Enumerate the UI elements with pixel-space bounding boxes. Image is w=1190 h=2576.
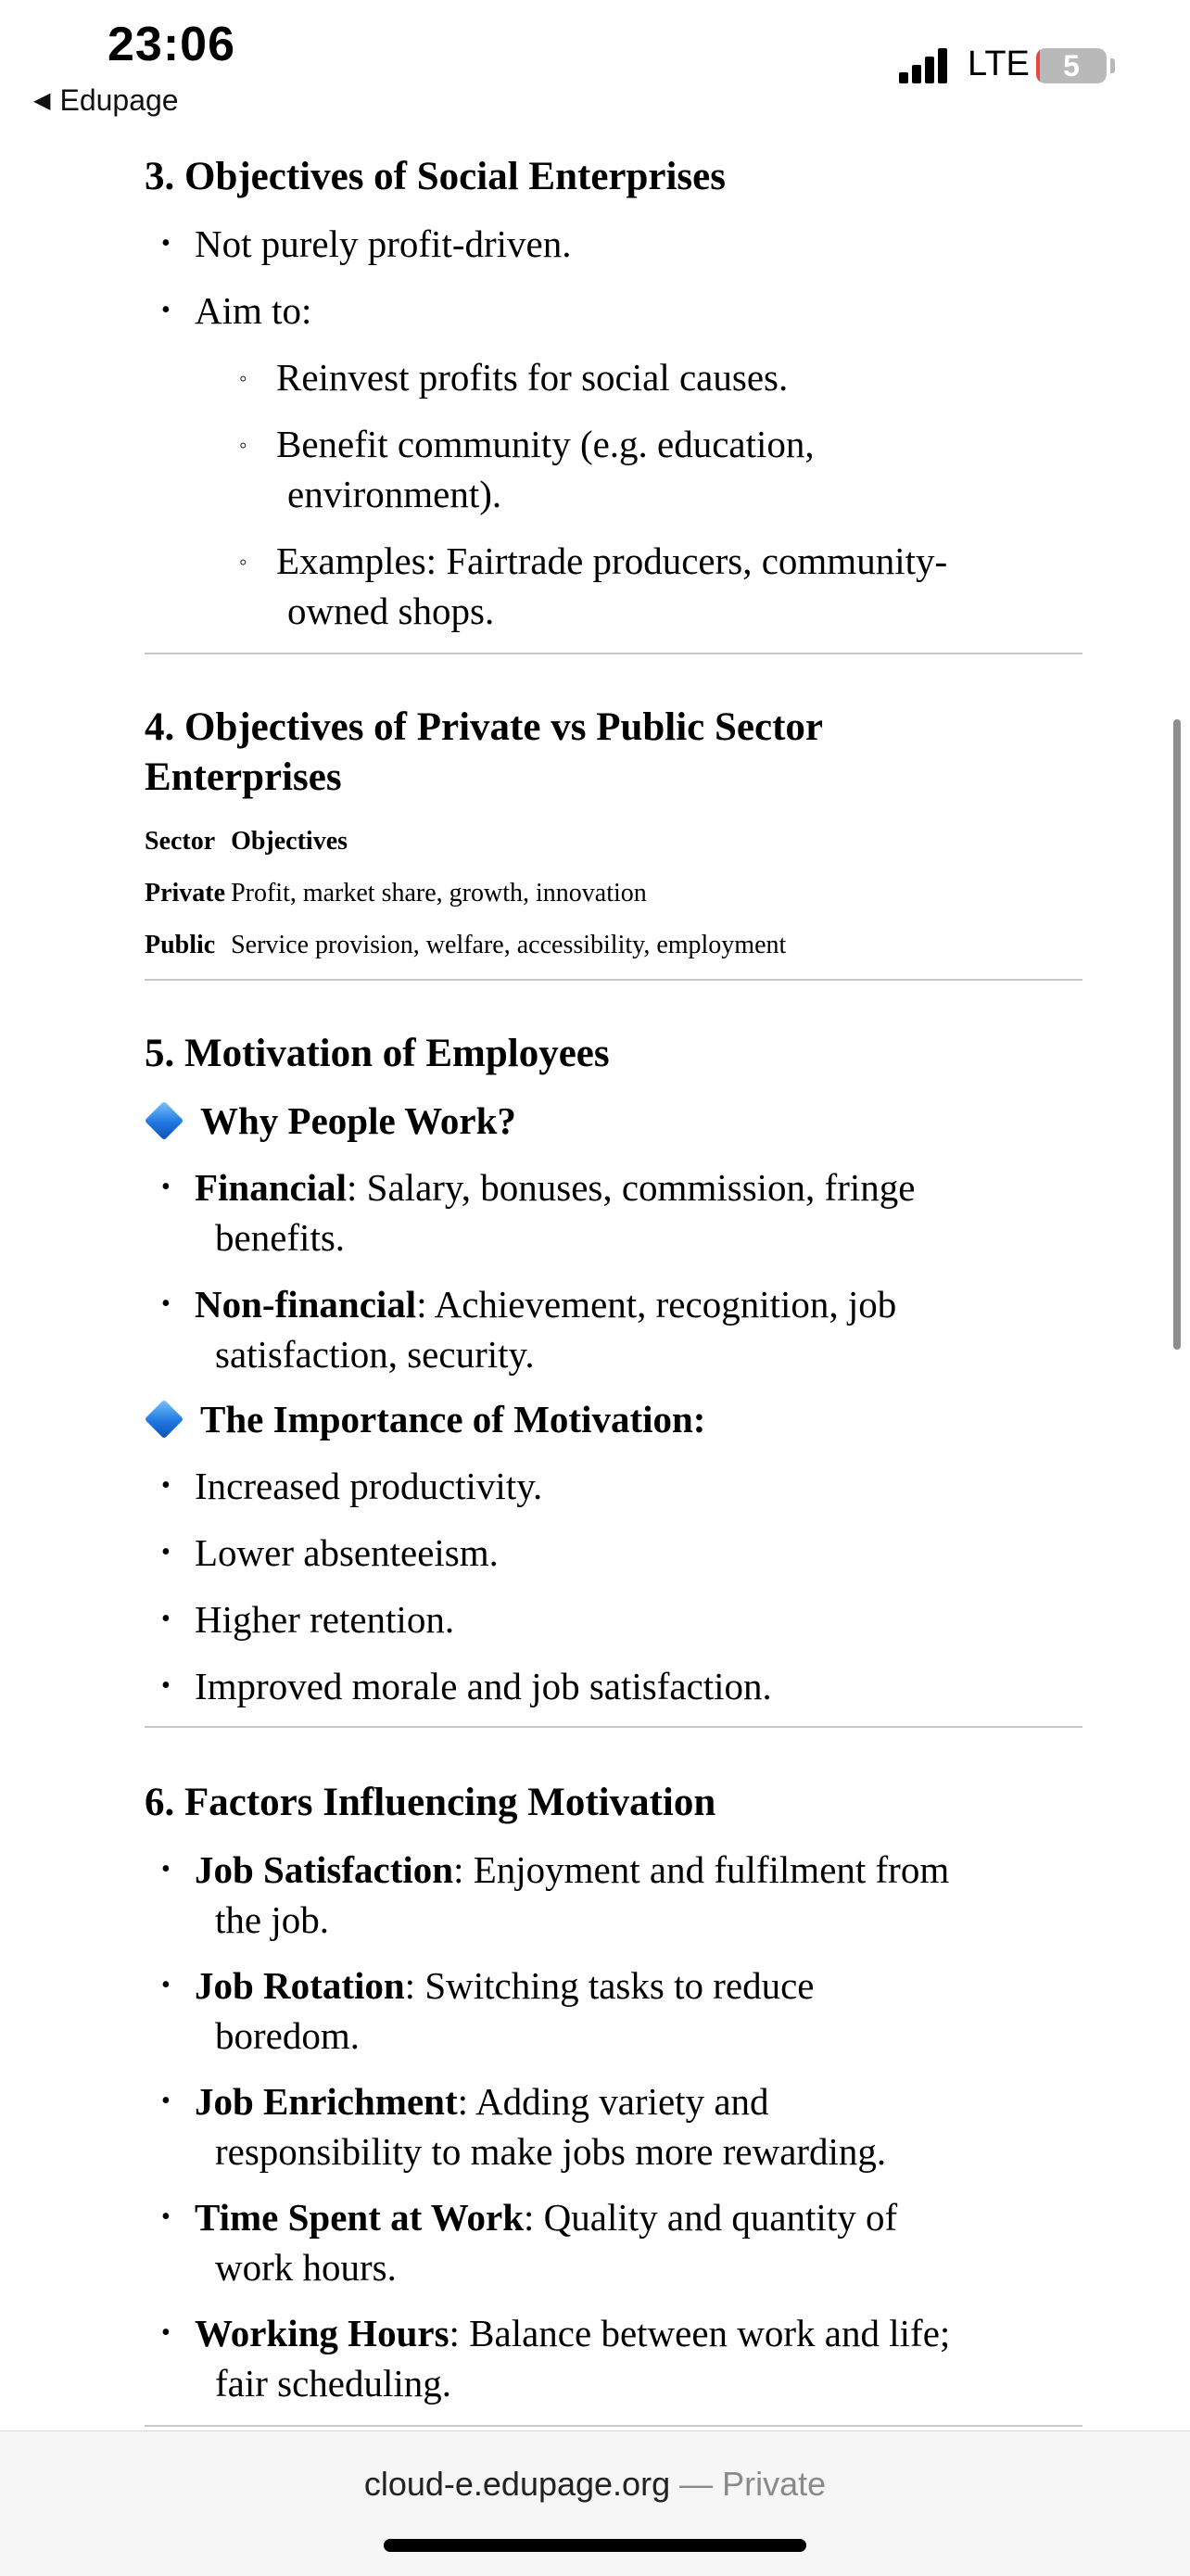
- bullet-icon: •: [161, 1173, 171, 1201]
- cellular-signal-icon: [899, 46, 956, 83]
- battery-level-fill: [1036, 48, 1040, 83]
- table-header: Sector: [145, 827, 216, 856]
- table-cell: Service provision, welfare, accessibilit…: [231, 931, 787, 959]
- battery-icon: 5: [1036, 48, 1107, 83]
- why-people-work-heading: Why People Work?: [144, 1096, 516, 1146]
- url-separator: —: [679, 2465, 714, 2503]
- table-cell: Private: [145, 879, 226, 907]
- bullet-icon: •: [161, 1289, 171, 1318]
- blue-diamond-icon: [144, 1100, 184, 1141]
- bullet-icon: •: [161, 1855, 171, 1884]
- table-row: Public Service provision, welfare, acces…: [145, 920, 790, 971]
- network-type: LTE: [968, 44, 1030, 83]
- home-indicator[interactable]: [384, 2539, 806, 2552]
- divider: [145, 653, 1082, 654]
- sector-objectives-table: Sector Objectives Private Profit, market…: [145, 816, 790, 971]
- table-row: Private Profit, market share, growth, in…: [145, 868, 790, 920]
- circle-bullet-icon: ◦: [239, 551, 247, 575]
- browser-bottom-bar: cloud-e.edupage.org — Private: [0, 2430, 1190, 2576]
- bullet-icon: •: [161, 229, 171, 258]
- status-time: 23:06: [108, 18, 235, 71]
- address-bar[interactable]: cloud-e.edupage.org — Private: [0, 2465, 1190, 2504]
- bullet-icon: •: [161, 2318, 171, 2347]
- blue-diamond-icon: [144, 1399, 184, 1440]
- list-item: • Aim to:: [161, 286, 311, 336]
- table-header: Objectives: [231, 827, 348, 856]
- bullet-icon: •: [161, 1471, 171, 1500]
- divider: [145, 979, 1082, 981]
- bullet-icon: •: [161, 1671, 171, 1700]
- back-label: Edupage: [59, 83, 179, 117]
- section-6-heading: 6. Factors Influencing Motivation: [145, 1781, 716, 1824]
- list-item: • Working Hours: Balance between work an…: [161, 2308, 950, 2408]
- list-item: • Job Enrichment: Adding variety and res…: [161, 2076, 886, 2176]
- bullet-icon: •: [161, 1605, 171, 1633]
- circle-bullet-icon: ◦: [239, 367, 247, 391]
- list-item: • Not purely profit-driven.: [161, 219, 571, 269]
- battery-tip: [1110, 58, 1115, 73]
- list-item: • Lower absenteeism.: [161, 1528, 499, 1578]
- list-item: • Improved morale and job satisfaction.: [161, 1661, 772, 1711]
- list-item: • Job Rotation: Switching tasks to reduc…: [161, 1961, 814, 2061]
- sub-list-item: ◦ Reinvest profits for social causes.: [239, 352, 788, 402]
- circle-bullet-icon: ◦: [239, 434, 247, 458]
- table-header-row: Sector Objectives: [145, 816, 790, 868]
- importance-of-motivation-heading: The Importance of Motivation:: [144, 1394, 705, 1444]
- divider: [145, 2425, 1082, 2427]
- bullet-icon: •: [161, 2202, 171, 2231]
- list-item: • Financial: Salary, bonuses, commission…: [161, 1162, 915, 1263]
- scrollbar-thumb[interactable]: [1173, 719, 1181, 1350]
- back-to-edupage-link[interactable]: ◀ Edupage: [33, 83, 179, 118]
- sub-list-item: ◦ Examples: Fairtrade producers, communi…: [239, 539, 948, 632]
- list-item: • Non-financial: Achievement, recognitio…: [161, 1279, 896, 1379]
- bullet-icon: •: [161, 1971, 171, 1999]
- list-item: • Job Satisfaction: Enjoyment and fulfil…: [161, 1845, 949, 1945]
- section-4-heading: 4. Objectives of Private vs Public Secto…: [145, 705, 824, 799]
- bullet-icon: •: [161, 1538, 171, 1567]
- private-mode-label: Private: [722, 2465, 827, 2503]
- url-text: cloud-e.edupage.org: [363, 2465, 671, 2503]
- list-item: • Higher retention.: [161, 1594, 454, 1644]
- divider: [145, 1726, 1082, 1728]
- battery-percentage: 5: [1063, 49, 1080, 82]
- list-item: • Time Spent at Work: Quality and quanti…: [161, 2192, 897, 2292]
- bullet-icon: •: [161, 296, 171, 324]
- list-item: • Increased productivity.: [161, 1461, 542, 1511]
- table-cell: Public: [145, 931, 216, 959]
- section-3-heading: 3. Objectives of Social Enterprises: [145, 155, 726, 198]
- sub-list-item: ◦ Benefit community (e.g. education, env…: [239, 423, 815, 515]
- back-triangle-icon: ◀: [33, 88, 51, 113]
- bullet-icon: •: [161, 2087, 171, 2115]
- section-5-heading: 5. Motivation of Employees: [145, 1032, 610, 1075]
- table-cell: Profit, market share, growth, innovation: [231, 879, 647, 907]
